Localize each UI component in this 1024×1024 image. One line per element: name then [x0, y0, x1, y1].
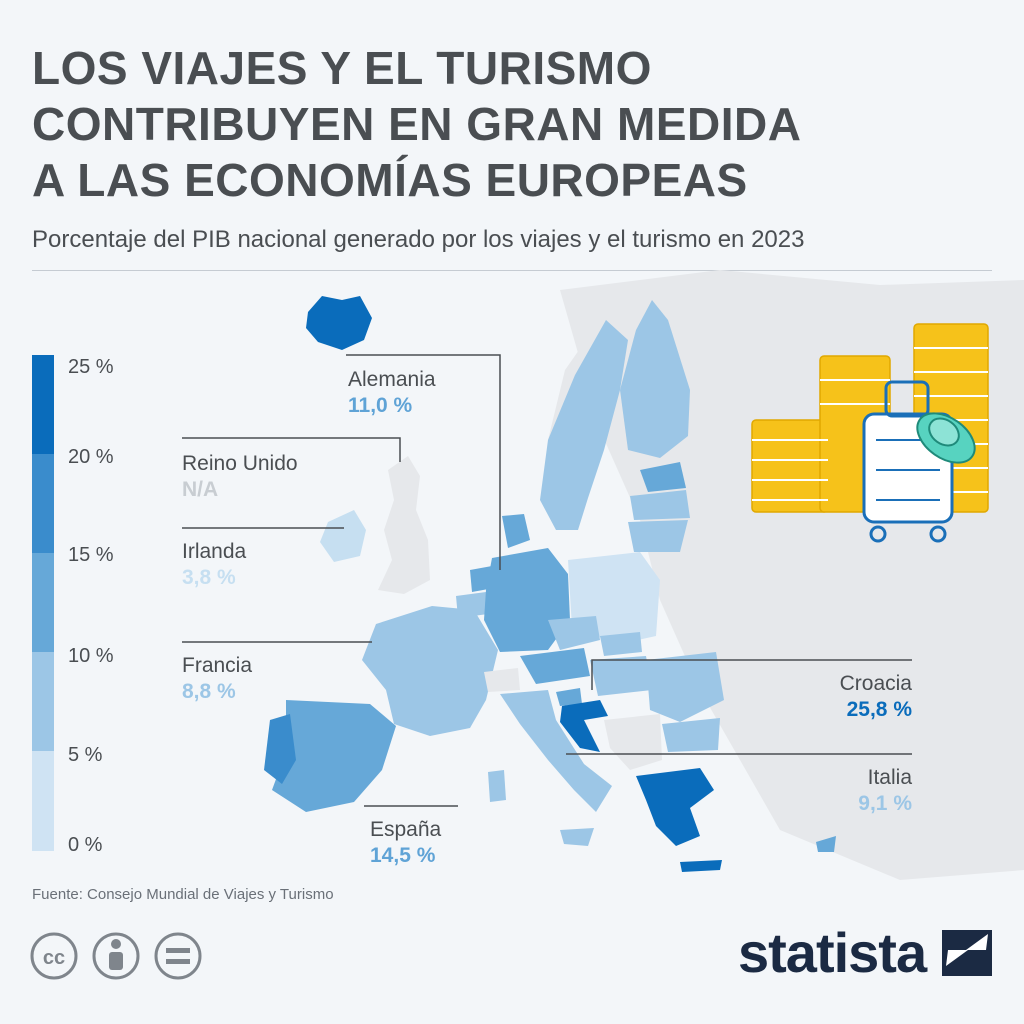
region-bulgaria [662, 718, 720, 752]
callout-country: Croacia [839, 672, 912, 695]
legend-tick-25: 25 % [68, 356, 114, 378]
region-slovenia [556, 688, 582, 706]
callout-value: 14,5 % [370, 844, 436, 867]
license-icons [30, 932, 202, 980]
callout-reino-unido: Reino Unido N/A [182, 452, 298, 502]
region-sweden [540, 320, 628, 530]
license-icon-glyphs [109, 939, 190, 970]
leader-reino-unido [182, 437, 401, 462]
region-latvia [630, 490, 690, 520]
sun-hat-icon [916, 412, 976, 464]
legend-band-10 [32, 652, 54, 751]
callout-value: 25,8 % [846, 698, 912, 721]
legend-band-15 [32, 553, 54, 652]
region-germany [484, 548, 570, 652]
callout-irlanda: Irlanda 3,8 % [182, 540, 246, 590]
callout-country: Italia [867, 766, 912, 789]
callout-country: Alemania [348, 368, 436, 391]
callout-italia: Italia 9,1 % [858, 766, 912, 816]
region-romania [646, 652, 724, 722]
region-austria [520, 648, 590, 684]
region-france [362, 606, 498, 736]
statista-logo-icon [942, 930, 992, 976]
callout-value: 11,0 % [348, 394, 413, 417]
legend-band-5 [32, 751, 54, 851]
callout-value: 3,8 % [182, 566, 236, 589]
statista-wordmark[interactable]: statista [738, 921, 927, 984]
region-sardinia [488, 770, 506, 802]
title-line-3: A LAS ECONOMÍAS EUROPEAS [32, 154, 748, 206]
region-sicily [560, 828, 594, 846]
leader-croacia [591, 659, 912, 690]
callout-value: 9,1 % [858, 792, 912, 815]
callout-country: Reino Unido [182, 452, 298, 475]
callout-leaders [182, 354, 912, 807]
legend-tick-0: 0 % [68, 834, 103, 856]
title-line-1: LOS VIAJES Y EL TURISMO [32, 42, 652, 94]
region-switzerland [484, 668, 520, 692]
region-crete [680, 860, 722, 872]
title-divider [32, 270, 992, 271]
nd-icon [154, 932, 202, 980]
callout-value: 8,8 % [182, 680, 236, 703]
callout-country: Irlanda [182, 540, 247, 563]
region-spain [272, 700, 396, 812]
region-balkans [604, 714, 662, 770]
region-slovakia [600, 632, 642, 656]
region-estonia [640, 462, 686, 492]
region-lithuania [628, 520, 688, 552]
region-italy [500, 690, 612, 812]
travel-illustration [751, 323, 989, 543]
legend-tick-15: 15 % [68, 544, 114, 566]
region-uk [378, 456, 430, 594]
region-greece [636, 768, 714, 846]
chart-subtitle: Porcentaje del PIB nacional generado por… [32, 226, 805, 253]
callout-country: España [370, 818, 442, 841]
callout-croacia: Croacia 25,8 % [840, 672, 912, 722]
callout-espana: España 14,5 % [370, 818, 441, 868]
region-finland [620, 300, 690, 458]
legend-band-25 [32, 355, 54, 454]
leader-alemania [346, 354, 501, 570]
callout-francia: Francia 8,8 % [182, 654, 252, 704]
region-cyprus [816, 836, 836, 852]
legend-tick-20: 20 % [68, 446, 114, 468]
title-line-2: CONTRIBUYEN EN GRAN MEDIDA [32, 98, 802, 150]
region-ireland [320, 510, 366, 562]
region-iceland [306, 296, 372, 350]
cc-icon-label: cc [43, 947, 65, 969]
region-denmark [502, 514, 530, 548]
by-icon [92, 932, 140, 980]
legend-tick-10: 10 % [68, 645, 114, 667]
region-hungary [590, 656, 652, 696]
legend-bar [32, 355, 54, 851]
cc-icon [30, 932, 78, 980]
source-note: Fuente: Consejo Mundial de Viajes y Turi… [32, 886, 334, 903]
region-portugal [264, 714, 296, 784]
region-croatia [560, 700, 608, 752]
callout-country: Francia [182, 654, 253, 677]
chart-title: LOS VIAJES Y EL TURISMO CONTRIBUYEN EN G… [32, 40, 801, 208]
legend-band-20 [32, 454, 54, 553]
region-czechia [548, 616, 600, 650]
callout-value: N/A [182, 478, 219, 501]
legend-tick-5: 5 % [68, 744, 103, 766]
callout-alemania: Alemania 11,0 % [348, 368, 436, 418]
